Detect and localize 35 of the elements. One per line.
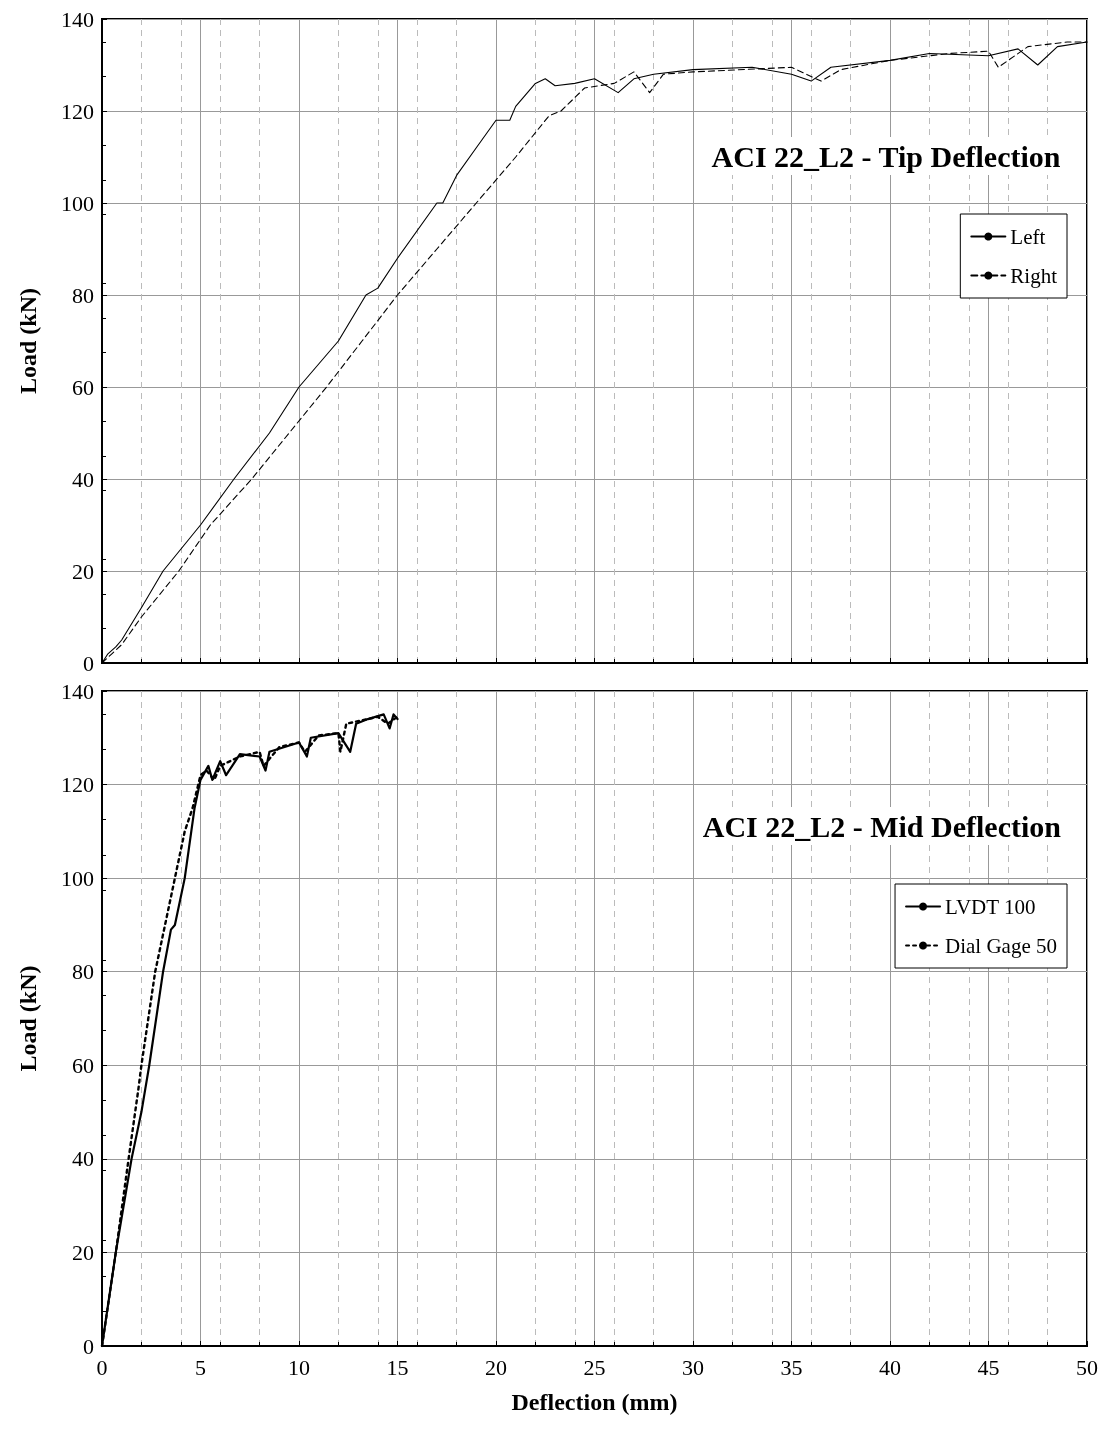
legend-label: Dial Gage 50 bbox=[945, 933, 1058, 958]
y-tick-label: 100 bbox=[61, 865, 94, 891]
x-tick-label: 15 bbox=[386, 1354, 409, 1380]
x-tick-label: 10 bbox=[288, 1354, 310, 1380]
x-tick-label: 45 bbox=[977, 1354, 1000, 1380]
legend-label: LVDT 100 bbox=[945, 894, 1036, 919]
y-tick-label: 40 bbox=[72, 1146, 94, 1172]
y-tick-label: 120 bbox=[61, 772, 94, 798]
y-tick-label: 80 bbox=[72, 282, 94, 308]
y-tick-label: 20 bbox=[72, 1239, 94, 1265]
text: ACI 22_L2 - Mid Deflection bbox=[702, 809, 1062, 843]
y-axis-title: Load (kN) bbox=[15, 287, 41, 395]
y-tick-label: 0 bbox=[83, 650, 94, 676]
x-tick-label: 40 bbox=[879, 1354, 901, 1380]
x-tick-label: 5 bbox=[195, 1354, 206, 1380]
y-tick-label: 40 bbox=[72, 466, 94, 492]
y-tick-label: 140 bbox=[61, 678, 94, 704]
x-tick-label: 20 bbox=[485, 1354, 507, 1380]
x-tick-label: 35 bbox=[780, 1354, 803, 1380]
y-axis-title: Load (kN) bbox=[15, 965, 41, 1072]
x-tick-label: 50 bbox=[1076, 1354, 1098, 1380]
y-tick-label: 80 bbox=[72, 959, 94, 985]
y-tick-label: 120 bbox=[61, 98, 94, 124]
x-tick-label: 30 bbox=[682, 1354, 704, 1380]
y-tick-label: 100 bbox=[61, 190, 94, 216]
y-tick-label: 140 bbox=[61, 6, 94, 32]
legend-label: Left bbox=[1010, 224, 1046, 249]
text: ACI 22_L2 - Tip Deflection bbox=[711, 139, 1061, 173]
x-tick-label: 25 bbox=[583, 1354, 606, 1380]
x-axis-title: Deflection (mm) bbox=[511, 1389, 678, 1415]
legend-label: Right bbox=[1010, 263, 1058, 288]
y-tick-label: 0 bbox=[83, 1333, 94, 1359]
y-tick-label: 60 bbox=[72, 374, 94, 400]
y-tick-label: 60 bbox=[72, 1052, 94, 1078]
y-tick-label: 20 bbox=[72, 558, 94, 584]
